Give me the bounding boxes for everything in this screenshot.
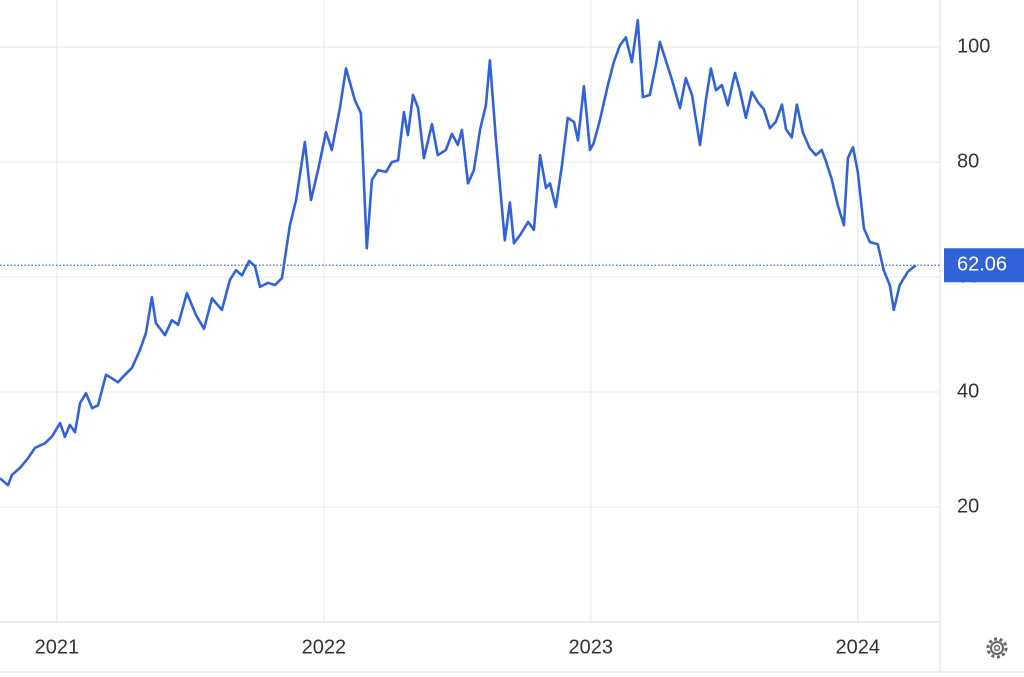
- x-tick-label: 2021: [35, 636, 80, 658]
- y-tick-label: 20: [957, 495, 979, 517]
- price-line: [0, 18, 917, 487]
- x-tick-label: 2024: [836, 636, 881, 658]
- x-tick-label: 2022: [302, 636, 347, 658]
- y-tick-label: 100: [957, 35, 990, 57]
- x-tick-label: 2023: [569, 636, 614, 658]
- y-tick-label: 40: [957, 380, 979, 402]
- y-tick-label: 80: [957, 150, 979, 172]
- current-value-box: [944, 248, 1024, 283]
- settings-icon[interactable]: [986, 637, 1008, 659]
- current-value-label: 62.06: [957, 254, 1007, 276]
